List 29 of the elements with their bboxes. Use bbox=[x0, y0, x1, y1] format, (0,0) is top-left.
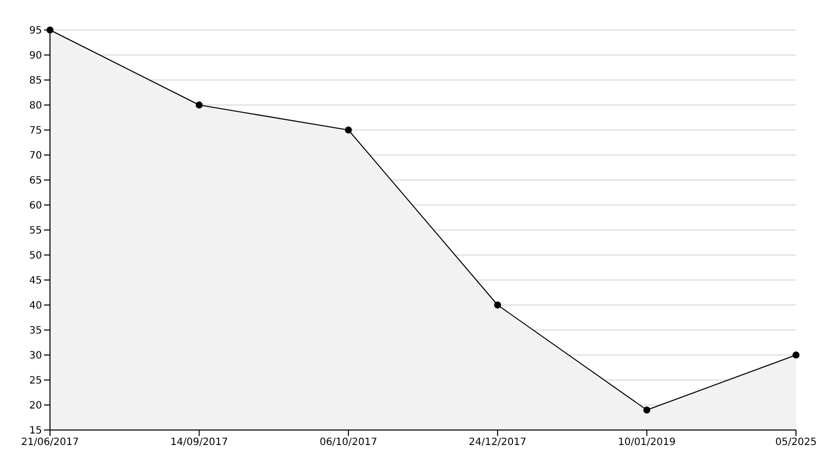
y-tick-label: 40 bbox=[29, 300, 42, 312]
x-tick-label: 10/01/2019 bbox=[618, 437, 676, 448]
y-tick-label: 95 bbox=[29, 26, 42, 37]
y-tick-label: 90 bbox=[29, 50, 42, 62]
y-tick-label: 20 bbox=[29, 400, 42, 412]
y-tick-label: 55 bbox=[29, 226, 42, 237]
x-tick-label: 24/12/2017 bbox=[468, 437, 526, 448]
point bbox=[792, 352, 800, 358]
y-tick-label: 65 bbox=[29, 176, 42, 187]
x-tick-label: 06/10/2017 bbox=[320, 437, 378, 448]
point bbox=[196, 102, 203, 108]
y-tick-label: 85 bbox=[29, 76, 42, 87]
y-tick-label: 75 bbox=[29, 126, 42, 137]
y-tick-label: 70 bbox=[29, 150, 42, 162]
y-tick-label: 30 bbox=[29, 350, 42, 362]
point bbox=[344, 126, 352, 134]
y-tick-label: 60 bbox=[29, 200, 42, 212]
y-tick-label: 80 bbox=[29, 100, 42, 112]
x-tick-label: 05/2025 bbox=[775, 437, 817, 448]
point bbox=[643, 406, 650, 414]
y-tick-label: 45 bbox=[29, 276, 42, 287]
y-tick-label: 35 bbox=[29, 326, 42, 337]
y-tick-label: 15 bbox=[29, 426, 42, 437]
x-tick-label: 21/06/2017 bbox=[21, 437, 79, 448]
point bbox=[494, 302, 502, 308]
point bbox=[46, 26, 54, 34]
y-tick-label: 50 bbox=[29, 250, 42, 262]
y-tick-label: 25 bbox=[29, 376, 42, 387]
x-tick-label: 14/09/2017 bbox=[170, 437, 228, 448]
